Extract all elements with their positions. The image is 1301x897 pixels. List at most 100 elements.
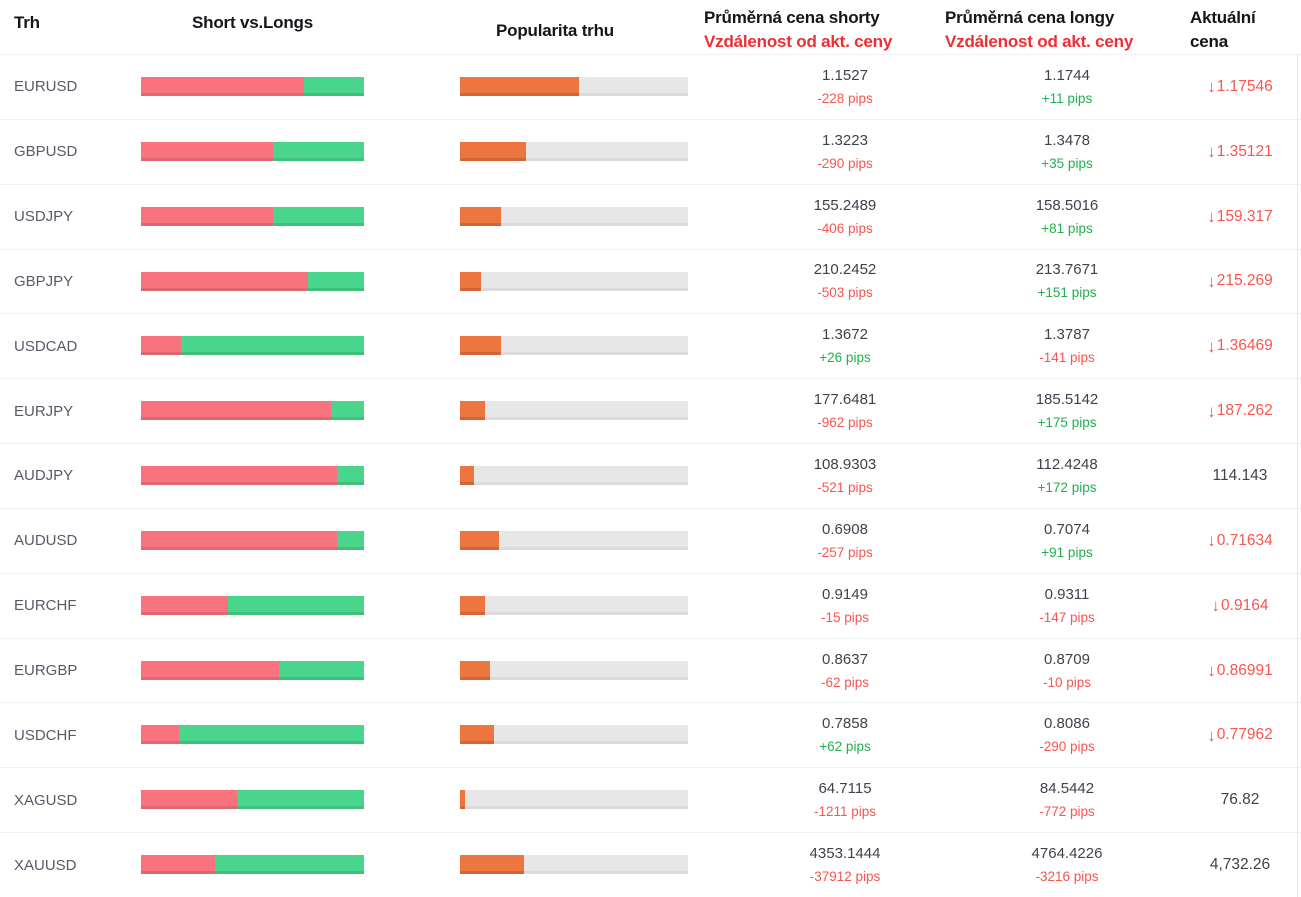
avg-short-price-value: 0.8637	[822, 650, 868, 668]
avg-short-price-value: 108.9303	[813, 455, 877, 473]
column-header-short-vs-longs: Short vs.Longs	[192, 13, 313, 32]
avg-short-price-cell: 1.3672 +26 pips	[735, 314, 955, 378]
avg-short-price-cell: 108.9303 -521 pips	[735, 444, 955, 508]
market-row: XAGUSD 64.7115 -1211 pips 84.5442 -772 p…	[0, 767, 1301, 832]
market-row: GBPUSD 1.3223 -290 pips 1.3478 +35 pips …	[0, 118, 1301, 184]
avg-long-price-cell: 213.7671 +151 pips	[957, 250, 1177, 314]
short-distance-pips: +62 pips	[819, 739, 871, 755]
longs-bar-segment	[303, 77, 364, 96]
current-price-value: 0.9164	[1221, 596, 1269, 614]
current-price-value: 1.36469	[1216, 337, 1273, 355]
current-price-value: 159.317	[1216, 207, 1273, 225]
avg-long-price-value: 1.1744	[1044, 66, 1090, 84]
market-row: USDJPY 155.2489 -406 pips 158.5016 +81 p…	[0, 183, 1301, 249]
avg-long-price-cell: 4764.4226 -3216 pips	[957, 833, 1177, 897]
current-price-value: 215.269	[1216, 272, 1273, 290]
current-price-cell: 114.143	[1177, 444, 1301, 508]
market-symbol[interactable]: EURUSD	[14, 78, 78, 96]
longs-bar-segment	[337, 466, 364, 486]
market-symbol[interactable]: AUDJPY	[14, 467, 74, 485]
avg-long-price-value: 1.3478	[1044, 131, 1090, 149]
avg-long-price-cell: 1.1744 +11 pips	[957, 55, 1177, 119]
column-header-current-price: Aktuální cena	[1190, 8, 1256, 51]
market-symbol[interactable]: USDCHF	[14, 726, 77, 744]
popularity-bar-fill	[460, 725, 495, 745]
avg-short-price-cell: 1.1527 -228 pips	[735, 55, 955, 119]
market-rows: EURUSD 1.1527 -228 pips 1.1744 +11 pips …	[0, 54, 1301, 897]
market-symbol[interactable]: XAGUSD	[14, 791, 78, 809]
avg-short-price-value: 0.9149	[822, 585, 868, 603]
avg-short-price-value: 0.7858	[822, 715, 868, 733]
market-row: GBPJPY 210.2452 -503 pips 213.7671 +151 …	[0, 248, 1301, 314]
short-vs-longs-bar	[141, 77, 364, 96]
market-symbol[interactable]: EURGBP	[14, 662, 78, 680]
popularity-bar-fill	[460, 401, 486, 421]
popularity-bar	[460, 466, 688, 486]
avg-long-price-value: 112.4248	[1036, 455, 1098, 473]
short-distance-pips: -406 pips	[817, 220, 873, 236]
shorts-bar-segment	[141, 206, 273, 226]
avg-long-price-value: 0.7074	[1044, 520, 1090, 538]
market-symbol[interactable]: USDCAD	[14, 337, 78, 355]
avg-long-price-value: 0.8086	[1044, 715, 1090, 733]
current-price-value: 1.35121	[1216, 142, 1273, 160]
short-vs-longs-bar	[141, 790, 364, 810]
down-arrow-icon: ↓	[1207, 207, 1216, 227]
short-vs-longs-bar	[141, 660, 364, 680]
short-vs-longs-bar	[141, 336, 364, 356]
shorts-bar-segment	[141, 530, 338, 550]
market-row: USDCAD 1.3672 +26 pips 1.3787 -141 pips …	[0, 313, 1301, 378]
market-row: XAUUSD 4353.1444 -37912 pips 4764.4226 -…	[0, 832, 1301, 897]
long-distance-pips: -141 pips	[1039, 350, 1095, 366]
longs-bar-segment	[337, 530, 364, 550]
long-distance-pips: +81 pips	[1041, 220, 1093, 236]
avg-short-price-value: 4353.1444	[809, 845, 881, 863]
market-symbol[interactable]: XAUUSD	[14, 856, 77, 874]
longs-bar-segment	[181, 336, 364, 356]
avg-short-price-cell: 210.2452 -503 pips	[735, 250, 955, 314]
shorts-bar-segment	[141, 725, 179, 745]
market-symbol[interactable]: GBPJPY	[14, 272, 74, 290]
long-distance-pips: -772 pips	[1039, 804, 1095, 820]
avg-long-price-cell: 185.5142 +175 pips	[957, 379, 1177, 443]
avg-long-price-cell: 84.5442 -772 pips	[957, 768, 1177, 832]
current-price-cell: ↓ 0.9164	[1177, 574, 1301, 638]
current-price-cell: ↓ 215.269	[1177, 250, 1301, 314]
short-distance-pips: +26 pips	[819, 350, 871, 366]
popularity-bar-fill	[460, 336, 502, 356]
long-distance-pips: +172 pips	[1037, 479, 1097, 495]
table-header: Trh Short vs.Longs Popularita trhu Průmě…	[0, 0, 1301, 54]
short-vs-longs-bar	[141, 206, 364, 226]
market-symbol[interactable]: AUDUSD	[14, 532, 78, 550]
avg-short-price-cell: 64.7115 -1211 pips	[735, 768, 955, 832]
market-symbol[interactable]: EURCHF	[14, 597, 77, 615]
market-symbol[interactable]: USDJPY	[14, 208, 74, 226]
popularity-bar-fill	[460, 595, 486, 615]
avg-long-price-value: 158.5016	[1035, 196, 1099, 214]
avg-long-price-value: 4764.4226	[1031, 845, 1103, 863]
avg-short-price-label: Průměrná cena shorty	[704, 8, 880, 27]
avg-long-price-cell: 158.5016 +81 pips	[957, 185, 1177, 249]
avg-long-price-cell: 1.3787 -141 pips	[957, 314, 1177, 378]
short-distance-pips: -290 pips	[817, 155, 873, 171]
avg-short-price-cell: 0.8637 -62 pips	[735, 639, 955, 703]
long-distance-pips: +35 pips	[1041, 155, 1093, 171]
shorts-bar-segment	[141, 855, 215, 875]
avg-short-price-cell: 0.6908 -257 pips	[735, 509, 955, 573]
avg-short-price-cell: 177.6481 -962 pips	[735, 379, 955, 443]
longs-bar-segment	[236, 790, 364, 810]
avg-short-price-value: 210.2452	[813, 261, 877, 279]
market-symbol[interactable]: GBPUSD	[14, 143, 78, 161]
scrollbar-track[interactable]	[1297, 54, 1298, 897]
popularity-bar	[460, 725, 688, 745]
avg-long-price-cell: 0.8709 -10 pips	[957, 639, 1177, 703]
avg-short-price-value: 155.2489	[813, 196, 877, 214]
market-symbol[interactable]: EURJPY	[14, 402, 74, 420]
down-arrow-icon: ↓	[1211, 596, 1221, 616]
shorts-bar-segment	[141, 141, 273, 161]
shorts-bar-segment	[141, 790, 237, 810]
avg-long-price-cell: 0.9311 -147 pips	[957, 574, 1177, 638]
avg-long-price-value: 1.3787	[1044, 326, 1090, 344]
down-arrow-icon: ↓	[1207, 336, 1216, 356]
avg-long-price-cell: 0.7074 +91 pips	[957, 509, 1177, 573]
